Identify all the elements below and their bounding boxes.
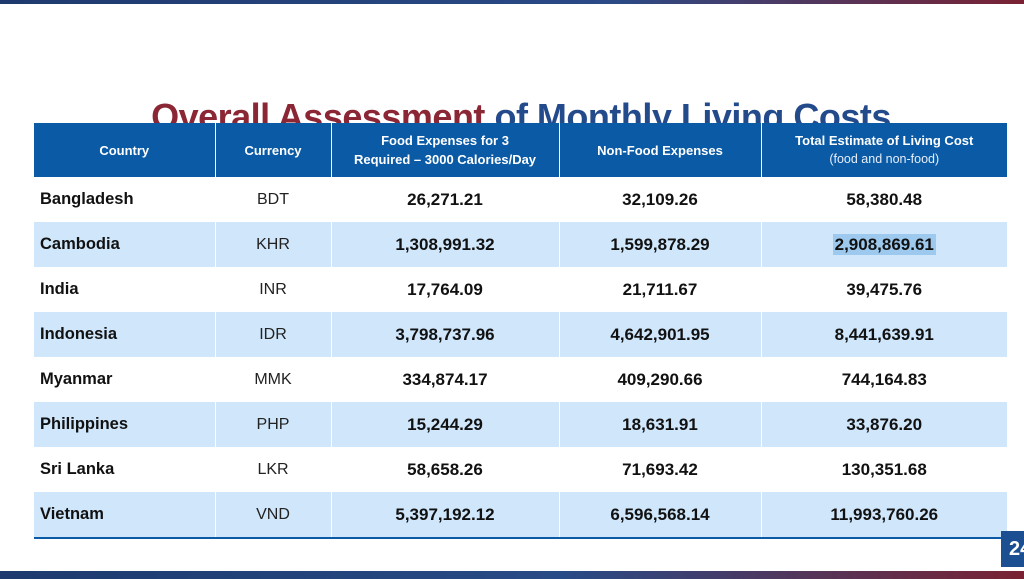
page-number-badge: 24	[1001, 531, 1024, 567]
cell-nonfood[interactable]: 409,290.66	[559, 357, 762, 402]
cell-currency[interactable]: BDT	[215, 177, 332, 222]
top-accent-bar	[0, 0, 1024, 4]
cell-food[interactable]: 1,308,991.32	[331, 222, 560, 267]
cell-nonfood[interactable]: 4,642,901.95	[559, 312, 762, 357]
cell-food[interactable]: 26,271.21	[331, 177, 560, 222]
cell-currency[interactable]: PHP	[215, 402, 332, 447]
cell-country[interactable]: Indonesia	[34, 312, 216, 357]
cell-total[interactable]: 744,164.83	[841, 369, 927, 389]
header-currency: Currency	[215, 123, 332, 177]
cell-total[interactable]: 130,351.68	[841, 459, 927, 479]
cell-food[interactable]: 58,658.26	[331, 447, 560, 492]
cell-total[interactable]: 39,475.76	[846, 279, 923, 299]
table-row: Cambodia KHR 1,308,991.32 1,599,878.29 2…	[34, 222, 1007, 267]
cell-country[interactable]: Vietnam	[34, 492, 216, 539]
table-row: India INR 17,764.09 21,711.67 39,475.76	[34, 267, 1007, 312]
cell-food[interactable]: 334,874.17	[331, 357, 560, 402]
cell-food[interactable]: 3,798,737.96	[331, 312, 560, 357]
cell-country[interactable]: Sri Lanka	[34, 447, 216, 492]
living-cost-table: Country Currency Food Expenses for 3 Req…	[34, 123, 1007, 539]
table-row: Sri Lanka LKR 58,658.26 71,693.42 130,35…	[34, 447, 1007, 492]
cell-food[interactable]: 17,764.09	[331, 267, 560, 312]
cell-nonfood[interactable]: 32,109.26	[559, 177, 762, 222]
selected-text[interactable]: 2,908,869.61	[832, 233, 936, 255]
cell-nonfood[interactable]: 18,631.91	[559, 402, 762, 447]
table-header-row: Country Currency Food Expenses for 3 Req…	[34, 123, 1007, 177]
header-total-line1: Total Estimate of Living Cost	[795, 133, 974, 148]
cell-total-selected[interactable]: 2,908,869.61	[761, 222, 1007, 267]
cell-currency[interactable]: VND	[215, 492, 332, 539]
header-country: Country	[34, 123, 216, 177]
cell-country[interactable]: India	[34, 267, 216, 312]
cell-currency[interactable]: KHR	[215, 222, 332, 267]
cell-currency[interactable]: LKR	[215, 447, 332, 492]
table-row: Vietnam VND 5,397,192.12 6,596,568.14 11…	[34, 492, 1007, 539]
cell-food[interactable]: 5,397,192.12	[331, 492, 560, 539]
cell-nonfood[interactable]: 6,596,568.14	[559, 492, 762, 539]
cell-currency[interactable]: MMK	[215, 357, 332, 402]
table-row: Bangladesh BDT 26,271.21 32,109.26 58,38…	[34, 177, 1007, 222]
cell-nonfood[interactable]: 71,693.42	[559, 447, 762, 492]
header-nonfood-expenses: Non-Food Expenses	[559, 123, 762, 177]
cell-currency[interactable]: IDR	[215, 312, 332, 357]
table-row: Indonesia IDR 3,798,737.96 4,642,901.95 …	[34, 312, 1007, 357]
cell-country[interactable]: Cambodia	[34, 222, 216, 267]
header-food-line1: Food Expenses for 3	[381, 133, 509, 148]
cell-currency[interactable]: INR	[215, 267, 332, 312]
cell-total[interactable]: 8,441,639.91	[761, 312, 1007, 357]
cell-nonfood[interactable]: 21,711.67	[559, 267, 762, 312]
cell-total[interactable]: 11,993,760.26	[761, 492, 1007, 539]
header-total-line2: (food and non-food)	[829, 152, 940, 166]
cell-nonfood[interactable]: 1,599,878.29	[559, 222, 762, 267]
cell-total[interactable]: 58,380.48	[846, 189, 923, 209]
cell-country[interactable]: Myanmar	[34, 357, 216, 402]
table-row: Philippines PHP 15,244.29 18,631.91 33,8…	[34, 402, 1007, 447]
cell-food[interactable]: 15,244.29	[331, 402, 560, 447]
header-food-expenses: Food Expenses for 3 Required – 3000 Calo…	[331, 123, 560, 177]
cell-country[interactable]: Philippines	[34, 402, 216, 447]
cell-country[interactable]: Bangladesh	[34, 177, 216, 222]
table-row: Myanmar MMK 334,874.17 409,290.66 744,16…	[34, 357, 1007, 402]
cell-total[interactable]: 33,876.20	[761, 402, 1007, 447]
header-total-estimate: Total Estimate of Living Cost (food and …	[761, 123, 1007, 177]
header-food-line2: Required – 3000 Calories/Day	[353, 152, 537, 167]
bottom-accent-bar	[0, 571, 1024, 579]
